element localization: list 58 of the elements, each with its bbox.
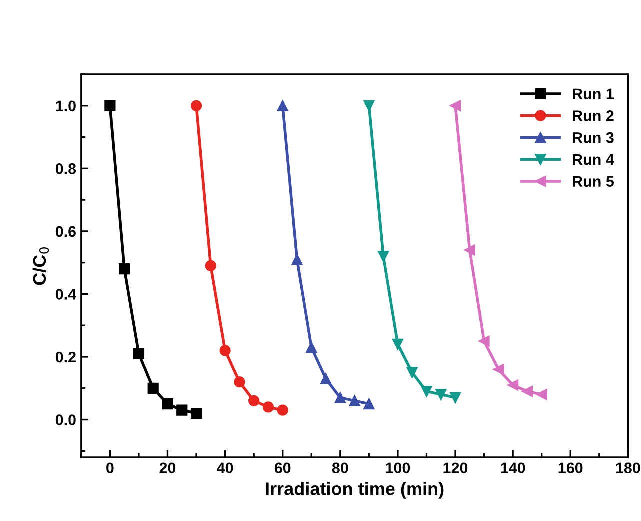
x-axis-title: Irradiation time (min): [266, 482, 444, 499]
y-tick-label: 0.2: [56, 352, 76, 363]
point: [190, 408, 202, 420]
point: [334, 392, 346, 404]
x-tick-label: 100: [386, 462, 410, 474]
point: [421, 386, 432, 398]
point: [306, 342, 318, 354]
point: [119, 264, 130, 275]
point: [190, 100, 202, 112]
point: [493, 364, 504, 376]
y-tick-label: 0.6: [56, 226, 76, 238]
legend-label: Run 2: [573, 110, 614, 122]
point: [364, 398, 375, 410]
point: [464, 244, 476, 256]
x-tick-label: 160: [558, 462, 583, 474]
point: [392, 338, 404, 350]
point: [277, 404, 288, 416]
x-tick-label: 180: [616, 462, 640, 474]
point: [508, 380, 519, 391]
point: [406, 367, 418, 378]
x-tick-label: 0: [106, 462, 114, 474]
point: [277, 100, 288, 112]
legend-label: Run 1: [573, 88, 614, 100]
point: [220, 345, 231, 356]
point: [104, 100, 116, 112]
point: [205, 260, 216, 272]
x-tick-label: 140: [501, 462, 526, 474]
point: [436, 389, 447, 400]
x-tick-label: 120: [444, 462, 468, 474]
y-tick-label: 1.0: [56, 100, 76, 112]
point: [364, 100, 375, 112]
legend-label: Run 5: [573, 176, 614, 187]
legend-label: Run 4: [573, 154, 614, 166]
y-axis-title: C/C$_{0}$: [32, 247, 50, 286]
x-tick-label: 80: [332, 462, 348, 474]
point: [536, 389, 548, 400]
point: [349, 395, 360, 406]
y-tick-label: 0.4: [56, 289, 76, 300]
point: [176, 404, 188, 416]
point: [248, 395, 260, 406]
point: [522, 386, 534, 398]
point: [450, 392, 462, 404]
x-tick-label: 40: [217, 462, 234, 474]
point: [262, 402, 274, 413]
point: [234, 376, 246, 388]
legend-label: Run 3: [573, 132, 614, 144]
point: [320, 373, 332, 385]
point: [478, 336, 490, 347]
y-tick-label: 0.8: [56, 164, 76, 174]
x-tick-label: 60: [274, 462, 291, 474]
point: [162, 398, 174, 410]
point: [378, 251, 390, 262]
y-tick-label: 0.0: [56, 414, 76, 426]
point: [133, 348, 145, 360]
point: [450, 100, 462, 112]
x-tick-label: 20: [160, 462, 176, 474]
point: [292, 254, 303, 266]
point: [148, 382, 159, 394]
